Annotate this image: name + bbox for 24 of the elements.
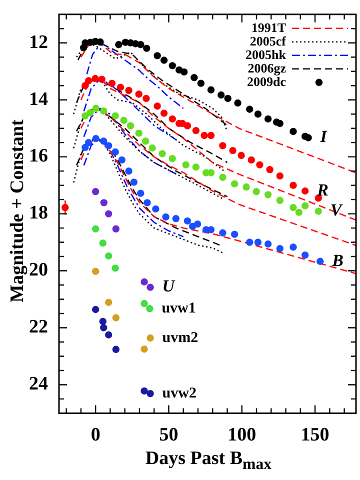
x-tick-label: 150 xyxy=(300,424,330,446)
annotation: U xyxy=(162,276,176,296)
legend-label: 2006gz xyxy=(248,60,286,76)
annotation: uvw1 xyxy=(162,300,196,317)
x-tick-label: 0 xyxy=(90,424,100,446)
y-tick-label: 12 xyxy=(29,32,48,53)
legend-label: 2005cf xyxy=(250,33,287,48)
y-tick-label: 20 xyxy=(29,260,48,281)
y-tick-label: 24 xyxy=(29,374,48,395)
x-tick-label: 50 xyxy=(159,424,178,446)
x-tick-label: 100 xyxy=(228,424,256,446)
annotation: uvw2 xyxy=(162,385,196,402)
legend-label: 1991T xyxy=(251,20,286,35)
annotation: B xyxy=(331,250,344,270)
annotation: R xyxy=(316,180,328,200)
annotation: uvm2 xyxy=(162,330,198,346)
y-axis-title: Magnitude + Constant xyxy=(7,118,29,304)
x-axis-title: Days Past B$_{max}$ xyxy=(144,448,273,474)
y-tick-label: 14 xyxy=(29,88,48,110)
y-tick-label: 22 xyxy=(29,316,48,338)
annotation: I xyxy=(319,127,328,146)
y-tick-label: 18 xyxy=(29,202,48,224)
legend-label: 2005hk xyxy=(246,46,287,62)
y-tick-label: 16 xyxy=(29,146,48,167)
